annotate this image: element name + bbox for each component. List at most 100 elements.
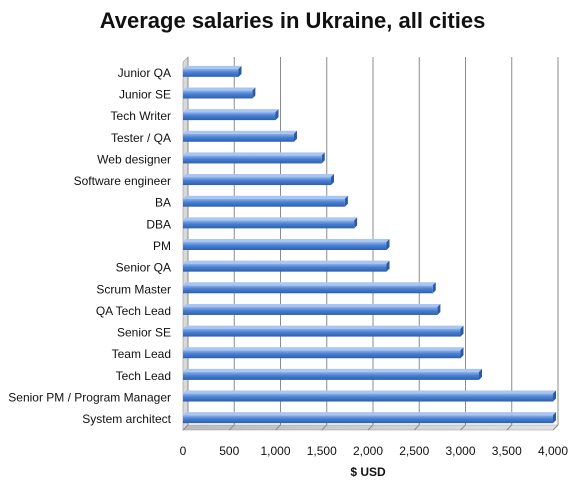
bar-top-face [183, 217, 358, 221]
bar-top-face [183, 152, 325, 156]
x-tick-label: 500 [219, 444, 239, 458]
bar-end-face [252, 87, 256, 99]
bar-top-face [183, 282, 436, 286]
x-axis-title: $ USD [350, 465, 386, 479]
bar-front-face [183, 415, 553, 424]
bar-top-face [183, 303, 441, 307]
bar-end-face [553, 412, 556, 424]
x-tick-label: 3,000 [445, 444, 475, 458]
bar-front-face [183, 306, 438, 315]
bar-end-face [238, 65, 242, 77]
x-tick-label: 0 [180, 444, 187, 458]
bar-end-face [386, 260, 390, 272]
bar-end-face [460, 347, 464, 359]
bar-top-face [183, 130, 297, 134]
category-label: Senior SE [117, 326, 171, 340]
bar-top-face [183, 174, 334, 178]
x-tick-label: 3,500 [492, 444, 522, 458]
bar [183, 130, 297, 142]
bar-front-face [183, 155, 322, 164]
bar [183, 412, 556, 424]
bar-end-face [331, 174, 334, 186]
bar-top-face [183, 260, 390, 264]
bar-front-face [183, 112, 276, 121]
x-gridline-foot [228, 424, 235, 431]
category-label: Senior QA [116, 261, 171, 275]
bar [183, 303, 441, 315]
bar-top-face [183, 347, 464, 351]
category-label: Junior QA [118, 66, 171, 80]
bar-top-face [183, 87, 256, 91]
x-gridline-foot [275, 424, 281, 431]
chart-title: Average salaries in Ukraine, all cities [99, 8, 486, 33]
x-tick-label: 1,500 [307, 444, 337, 458]
x-gridline-foot [552, 424, 559, 431]
bar-top-face [183, 239, 390, 242]
bar [183, 217, 358, 229]
bar-front-face [183, 242, 387, 250]
category-label: QA Tech Lead [96, 304, 171, 318]
bar [183, 152, 325, 164]
bar [183, 325, 464, 337]
category-label: PM [153, 239, 171, 253]
bar [183, 239, 390, 250]
category-label: Tester / QA [111, 131, 171, 145]
bar-top-face [183, 325, 464, 329]
x-tick-label: 2,000 [353, 444, 383, 458]
bar-end-face [386, 239, 390, 250]
category-label: BA [155, 196, 171, 210]
bar [183, 347, 464, 359]
bar-front-face [183, 393, 553, 402]
bar [183, 109, 279, 121]
bar [183, 282, 436, 294]
bar-top-face [183, 368, 482, 372]
bar [183, 65, 242, 77]
bar-front-face [183, 90, 253, 99]
bar [183, 368, 482, 380]
bar-end-face [432, 282, 436, 294]
category-label: Tech Writer [111, 109, 171, 123]
bar-end-face [321, 152, 325, 164]
x-tick-label: 4,000 [538, 444, 568, 458]
category-label: DBA [146, 217, 171, 231]
bar [183, 390, 556, 402]
x-gridline-foot [506, 424, 513, 431]
bar-front-face [183, 220, 355, 229]
bar-front-face [183, 263, 387, 272]
bar-end-face [437, 303, 441, 315]
x-gridline-foot [321, 424, 328, 431]
bar-end-face [354, 217, 358, 229]
bar-front-face [183, 350, 461, 359]
bar [183, 260, 390, 272]
x-gridline-foot [367, 424, 374, 431]
bar-front-face [183, 177, 331, 186]
bar-top-face [183, 412, 556, 416]
category-label: Software engineer [74, 174, 171, 188]
bar-end-face [553, 390, 556, 402]
bar-top-face [183, 390, 556, 394]
bar-end-face [294, 130, 297, 142]
category-label: Senior PM / Program Manager [8, 391, 171, 405]
bar-front-face [183, 68, 239, 77]
bar-top-face [183, 195, 348, 199]
bar [183, 174, 334, 186]
bar-top-face [183, 109, 279, 113]
bar-end-face [460, 325, 464, 337]
bar-end-face [344, 195, 348, 207]
x-gridline-foot [182, 424, 189, 431]
bar-front-face [183, 328, 461, 337]
bar-end-face [275, 109, 279, 121]
category-label: Scrum Master [96, 282, 171, 296]
bar-top-face [183, 65, 242, 69]
x-gridline-foot [413, 424, 420, 431]
category-label: Web designer [97, 152, 171, 166]
bar-front-face [183, 133, 294, 142]
x-gridline-foot [460, 424, 466, 431]
bar-front-face [183, 198, 345, 207]
x-tick-label: 2,500 [399, 444, 429, 458]
category-label: Tech Lead [116, 369, 171, 383]
bar [183, 195, 348, 207]
category-label: System architect [82, 412, 171, 426]
x-tick-label: 1,000 [260, 444, 290, 458]
